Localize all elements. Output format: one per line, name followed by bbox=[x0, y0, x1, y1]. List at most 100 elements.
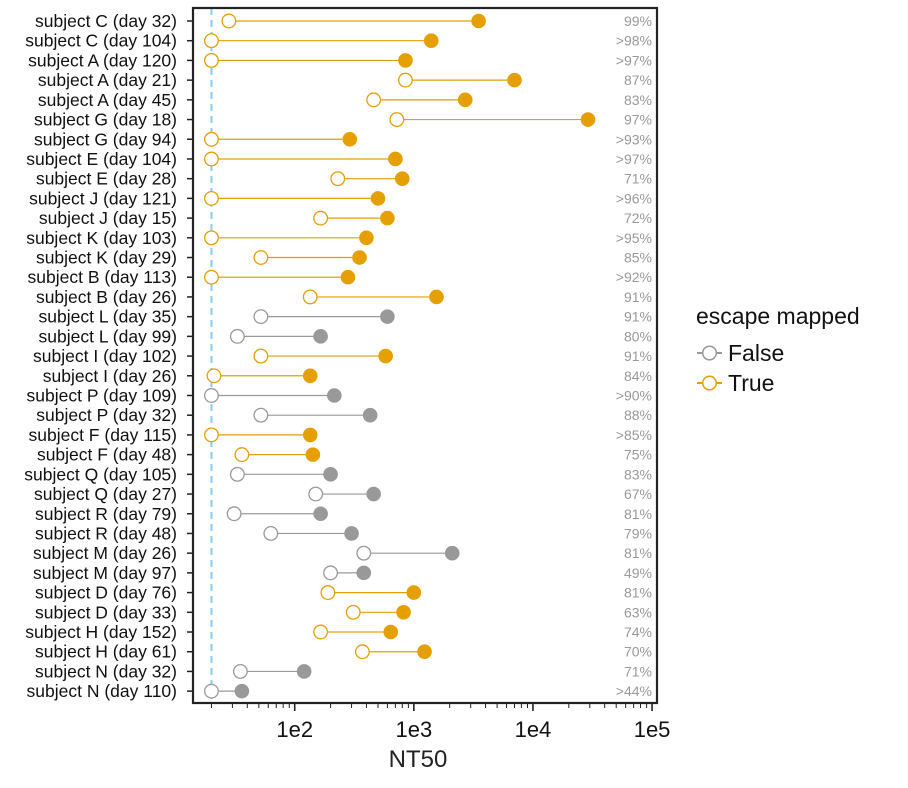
y-tick-label: subject G (day 18) bbox=[34, 110, 177, 130]
open-point bbox=[320, 585, 336, 601]
percent-label: >90% bbox=[616, 387, 652, 403]
percent-label: 67% bbox=[624, 486, 652, 502]
y-tick-label: subject R (day 48) bbox=[35, 523, 177, 543]
y-tick-label: subject P (day 32) bbox=[36, 405, 177, 425]
x-axis-label: NT50 bbox=[389, 746, 448, 773]
open-point bbox=[253, 348, 269, 364]
open-point bbox=[204, 388, 219, 403]
y-tick-label: subject I (day 26) bbox=[43, 366, 177, 386]
percent-label: >85% bbox=[616, 427, 652, 443]
y-tick-label: subject Q (day 105) bbox=[24, 464, 177, 484]
percent-label: >96% bbox=[616, 190, 652, 206]
filled-point bbox=[471, 13, 486, 29]
percent-label: >97% bbox=[616, 52, 652, 68]
x-tick-label: 1e3 bbox=[395, 717, 432, 742]
y-tick-label: subject G (day 94) bbox=[34, 129, 177, 149]
open-point bbox=[204, 683, 219, 699]
filled-point bbox=[313, 506, 328, 522]
open-point bbox=[354, 644, 370, 660]
y-tick-label: subject B (day 26) bbox=[36, 287, 177, 307]
open-point bbox=[302, 289, 318, 305]
open-point bbox=[356, 545, 372, 561]
percent-label: >92% bbox=[616, 269, 652, 285]
open-point bbox=[226, 506, 242, 522]
open-point bbox=[206, 368, 222, 384]
percent-label: >95% bbox=[616, 230, 652, 246]
filled-point bbox=[327, 388, 342, 403]
filled-point bbox=[340, 269, 356, 285]
open-point bbox=[204, 230, 219, 246]
filled-point bbox=[352, 250, 367, 265]
filled-point bbox=[356, 565, 372, 581]
open-point bbox=[253, 309, 269, 325]
percent-label: 74% bbox=[624, 624, 652, 640]
x-tick-label: 1e5 bbox=[634, 717, 671, 742]
y-tick-label: subject D (day 76) bbox=[35, 583, 177, 603]
open-point bbox=[234, 447, 250, 463]
percent-labels-layer: 99% >98% >97% 87% 83% 97% >93% >97% 71% >96% 72% >9… bbox=[616, 13, 652, 699]
filled-point bbox=[313, 329, 328, 344]
legend-entry-label: False bbox=[728, 340, 784, 366]
y-tick-label: subject A (day 120) bbox=[28, 50, 177, 70]
y-tick-label: subject N (day 110) bbox=[27, 681, 177, 701]
filled-point bbox=[370, 191, 386, 206]
percent-label: 49% bbox=[624, 565, 652, 581]
filled-point bbox=[444, 545, 460, 561]
filled-point bbox=[423, 33, 439, 49]
y-tick-label: subject E (day 28) bbox=[36, 169, 177, 189]
open-point bbox=[204, 131, 219, 147]
open-point bbox=[313, 210, 329, 226]
y-tick-label: subject P (day 109) bbox=[27, 385, 177, 405]
percent-label: 91% bbox=[624, 309, 652, 325]
y-tick-label: subject F (day 48) bbox=[37, 445, 177, 465]
filled-point bbox=[296, 664, 312, 679]
percent-label: >44% bbox=[616, 683, 652, 699]
percent-label: 81% bbox=[624, 506, 652, 522]
open-point bbox=[263, 526, 279, 541]
percent-label: 72% bbox=[624, 210, 652, 226]
open-point bbox=[397, 72, 413, 88]
filled-point bbox=[388, 151, 403, 167]
open-point bbox=[221, 13, 237, 29]
y-tick-label: subject J (day 121) bbox=[29, 188, 177, 208]
open-point bbox=[204, 151, 219, 167]
filled-point bbox=[359, 230, 374, 246]
filled-point bbox=[429, 289, 444, 305]
percent-label: 97% bbox=[624, 112, 652, 128]
filled-point bbox=[302, 427, 318, 443]
y-tick-label: subject L (day 35) bbox=[39, 307, 177, 327]
y-tick-label: subject B (day 113) bbox=[28, 267, 177, 287]
y-tick-label: subject L (day 99) bbox=[39, 326, 177, 346]
y-tick-label: subject H (day 152) bbox=[25, 622, 177, 642]
open-point bbox=[313, 624, 329, 640]
filled-point bbox=[507, 72, 522, 88]
percent-label: 71% bbox=[624, 663, 652, 679]
y-tick-labels-layer: subject C (day 32)subject C (day 104)sub… bbox=[24, 11, 177, 701]
legend-entry-label: True bbox=[728, 370, 774, 396]
y-tick-label: subject J (day 15) bbox=[39, 208, 177, 228]
open-point bbox=[366, 92, 382, 108]
x-ticks-layer: 1e2 1e3 1e4 1e5 bbox=[210, 703, 671, 742]
legend: escape mapped False True bbox=[696, 303, 860, 396]
percent-label: 79% bbox=[624, 525, 652, 541]
percent-label: 85% bbox=[624, 250, 652, 266]
filled-point bbox=[302, 368, 318, 384]
open-point bbox=[229, 328, 245, 344]
percent-label: 70% bbox=[624, 644, 652, 660]
filled-point bbox=[323, 467, 338, 482]
open-point bbox=[323, 565, 339, 581]
open-point bbox=[204, 33, 219, 49]
percent-label: 71% bbox=[624, 171, 652, 187]
percent-label: 99% bbox=[624, 13, 652, 29]
y-tick-label: subject R (day 79) bbox=[35, 504, 177, 524]
percent-label: >97% bbox=[616, 151, 652, 167]
filled-point bbox=[383, 624, 399, 640]
percent-label: 81% bbox=[624, 585, 652, 601]
filled-point bbox=[580, 112, 596, 127]
open-point bbox=[345, 604, 361, 620]
percent-label: 91% bbox=[624, 289, 652, 305]
percent-label: 88% bbox=[624, 407, 652, 423]
y-tick-label: subject M (day 26) bbox=[33, 543, 177, 563]
filled-point bbox=[394, 171, 410, 186]
